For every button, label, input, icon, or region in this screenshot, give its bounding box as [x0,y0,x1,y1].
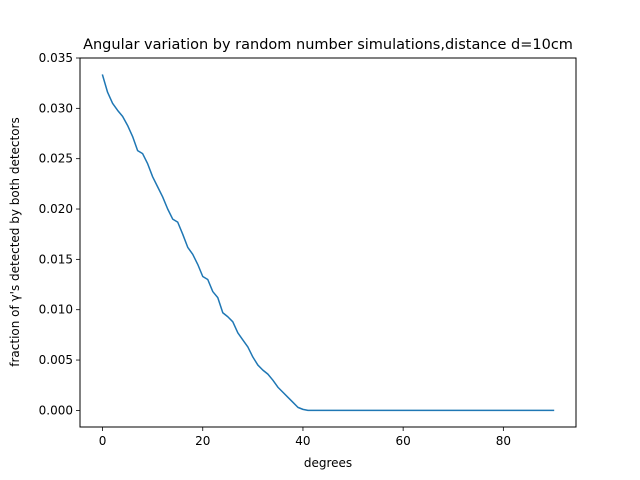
x-tick-label: 0 [99,434,107,448]
y-tick-label: 0.020 [39,202,73,216]
series-line-0 [101,74,555,412]
y-tick-label: 0.010 [39,303,73,317]
y-tick-label: 0.015 [39,252,73,266]
x-axis-label: degrees [304,456,352,470]
y-tick-label: 0.030 [39,101,73,115]
y-tick-label: 0.035 [39,51,73,65]
y-axis-ticks: 0.000 0.005 0.010 0.015 0.020 0.025 0.030 0.035 [39,51,80,417]
y-tick-label: 0.005 [39,353,73,367]
x-tick-label: 20 [195,434,210,448]
x-tick-label: 80 [496,434,511,448]
axes-background [80,58,576,427]
y-axis-label: fraction of γ's detected by both detecto… [8,117,22,367]
y-tick-label: 0.025 [39,152,73,166]
series-layer [101,74,555,412]
x-axis-ticks: 0 20 40 60 80 [99,427,511,448]
x-tick-label: 40 [295,434,310,448]
axes-frame [79,57,577,428]
y-tick-label: 0.000 [39,403,73,417]
chart-title: Angular variation by random number simul… [83,37,573,53]
x-tick-label: 60 [396,434,411,448]
plot-area [79,57,577,428]
